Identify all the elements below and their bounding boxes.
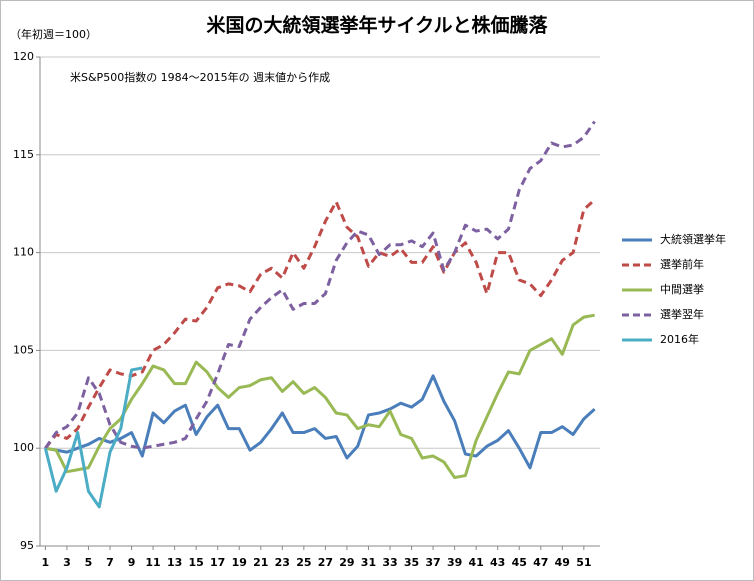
legend-label: 選挙前年 [660, 257, 704, 271]
legend-label: 2016年 [660, 332, 699, 346]
y-tick-label: 120 [13, 50, 34, 63]
series-line [45, 374, 596, 470]
x-tick-label: 17 [210, 556, 225, 569]
x-tick-label: 49 [555, 556, 570, 569]
x-tick-label: 43 [490, 556, 505, 569]
x-tick-label: 21 [253, 556, 268, 569]
x-tick-label: 35 [404, 556, 419, 569]
x-tick-label: 51 [576, 556, 591, 569]
x-tick-label: 11 [145, 556, 160, 569]
x-tick-label: 19 [232, 556, 247, 569]
y-axis-label: （年初週＝100） [10, 27, 97, 41]
x-tick-label: 9 [128, 556, 136, 569]
x-tick-label: 37 [425, 556, 440, 569]
x-tick-label: 39 [447, 556, 462, 569]
x-tick-label: 31 [361, 556, 376, 569]
y-tick-label: 95 [20, 539, 34, 552]
x-tick-label: 15 [188, 556, 203, 569]
x-tick-label: 25 [296, 556, 311, 569]
legend-label: 中間選挙 [660, 283, 704, 296]
y-tick-label: 105 [13, 343, 34, 356]
x-tick-label: 45 [512, 556, 527, 569]
y-tick-label: 100 [13, 441, 34, 454]
x-tick-label: 13 [167, 556, 182, 569]
x-tick-label: 5 [85, 556, 93, 569]
x-tick-label: 33 [382, 556, 397, 569]
x-tick-label: 47 [533, 556, 548, 569]
y-tick-label: 115 [13, 148, 34, 161]
annotation: 米S&P500指数の 1984～2015年の 週末値から作成 [70, 70, 330, 84]
x-tick-label: 27 [318, 556, 333, 569]
series-line [44, 198, 596, 450]
x-tick-label: 7 [106, 556, 114, 569]
series-line [43, 366, 143, 509]
y-tick-label: 110 [13, 246, 34, 259]
chart-title: 米国の大統領選挙年サイクルと株価騰落 [206, 14, 548, 37]
series-line [44, 120, 596, 450]
x-tick-label: 29 [339, 556, 354, 569]
legend-label: 選挙翌年 [660, 307, 704, 321]
legend-label: 大統領選挙年 [660, 232, 726, 246]
x-tick-label: 1 [42, 556, 50, 569]
x-tick-label: 23 [275, 556, 290, 569]
x-tick-label: 41 [468, 556, 483, 569]
x-tick-label: 3 [63, 556, 71, 569]
series-line [45, 313, 595, 480]
